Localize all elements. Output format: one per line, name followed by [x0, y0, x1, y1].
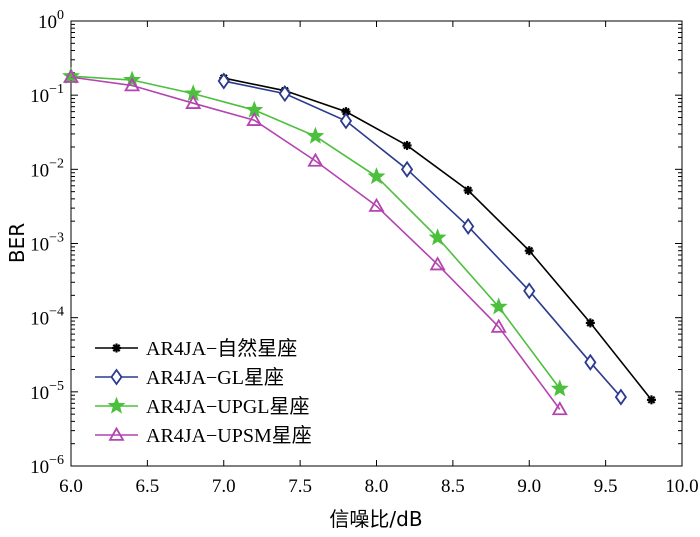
x-tick-label: 8.5 [441, 476, 465, 497]
y-tick-base: 10 [30, 160, 49, 181]
series [217, 72, 628, 406]
legend-label: AR4JA−GL星座 [146, 366, 284, 389]
data-point [217, 72, 230, 90]
y-tick-exponent: −3 [49, 231, 64, 246]
y-axis-label: BER [5, 223, 29, 263]
legend-item: AR4JA−GL星座 [95, 366, 284, 389]
y-tick-exponent: −6 [49, 453, 64, 468]
data-point [307, 152, 324, 167]
x-axis-label: 信噪比/dB [329, 507, 422, 531]
data-point [108, 426, 125, 441]
x-tick-label: 9.0 [517, 476, 541, 497]
data-point [402, 140, 412, 150]
x-axis: 6.0 6.5 7.0 7.5 8.0 8.5 9.0 9.5 10.0 [59, 21, 699, 497]
series [62, 68, 568, 416]
series-line [223, 80, 622, 398]
legend-item: AR4JA−UPSM星座 [95, 424, 312, 447]
y-tick-label: 10−1 [30, 82, 64, 107]
data-point [489, 297, 508, 315]
y-tick-base: 10 [30, 457, 49, 478]
data-point [646, 395, 656, 405]
y-tick-exponent: −2 [49, 156, 64, 171]
data-point [339, 112, 353, 130]
legend: AR4JA−自然星座 AR4JA−GL星座 AR4JA−UPGL星座 AR4JA−UP… [95, 337, 312, 447]
data-point [367, 167, 386, 185]
x-tick-label: 6.0 [59, 476, 83, 497]
x-tick-label: 7.5 [288, 476, 312, 497]
y-tick-exponent: −1 [49, 82, 64, 97]
data-point [585, 318, 595, 328]
data-point [550, 379, 569, 397]
series [62, 66, 569, 397]
data-point [490, 318, 507, 333]
data-point [429, 256, 446, 271]
data-point [62, 68, 80, 83]
x-tick-label: 8.0 [365, 476, 389, 497]
legend-item: AR4JA−自然星座 [95, 337, 297, 360]
data-point [368, 197, 385, 212]
data-point [107, 396, 126, 414]
y-tick-label: 10−3 [30, 231, 64, 256]
data-point [551, 401, 568, 416]
data-point [306, 126, 325, 144]
x-tick-label: 6.5 [136, 476, 160, 497]
x-tick-label: 7.0 [212, 476, 236, 497]
data-point [185, 94, 202, 109]
y-tick-base: 10 [30, 383, 49, 404]
x-tick-label: 10.0 [665, 476, 698, 497]
data-point [62, 66, 80, 84]
y-tick-base: 10 [38, 12, 57, 33]
data-point [278, 85, 291, 103]
legend-item: AR4JA−UPGL星座 [95, 395, 310, 418]
series-line [70, 76, 561, 410]
series-line [70, 75, 561, 390]
data-point [462, 217, 475, 235]
y-tick-label: 10−5 [30, 379, 64, 404]
data-point [463, 185, 473, 195]
data-point [110, 368, 123, 386]
y-tick-exponent: 0 [57, 8, 64, 23]
legend-label: AR4JA−UPSM星座 [146, 424, 312, 447]
data-point [428, 228, 447, 246]
data-point [112, 343, 121, 353]
y-tick-base: 10 [30, 86, 49, 107]
data-point [524, 246, 534, 256]
series-layer [62, 66, 656, 416]
series-line [223, 77, 653, 401]
data-point [400, 160, 414, 178]
y-tick-label: 100 [38, 8, 64, 33]
x-tick-label: 9.5 [594, 476, 618, 497]
data-point [246, 111, 263, 126]
legend-label: AR4JA−自然星座 [146, 337, 297, 360]
y-tick-exponent: −4 [49, 305, 64, 320]
legend-label: AR4JA−UPGL星座 [146, 395, 310, 418]
y-tick-exponent: −5 [49, 379, 64, 394]
y-tick-label: 10−6 [30, 453, 64, 478]
data-point [614, 388, 628, 406]
data-point [124, 77, 141, 92]
y-tick-base: 10 [30, 235, 49, 256]
y-tick-label: 10−4 [30, 305, 64, 330]
y-tick-label: 10−2 [30, 156, 64, 181]
data-point [584, 353, 597, 371]
data-point [523, 282, 536, 300]
y-tick-base: 10 [30, 309, 49, 330]
data-point [341, 107, 351, 117]
